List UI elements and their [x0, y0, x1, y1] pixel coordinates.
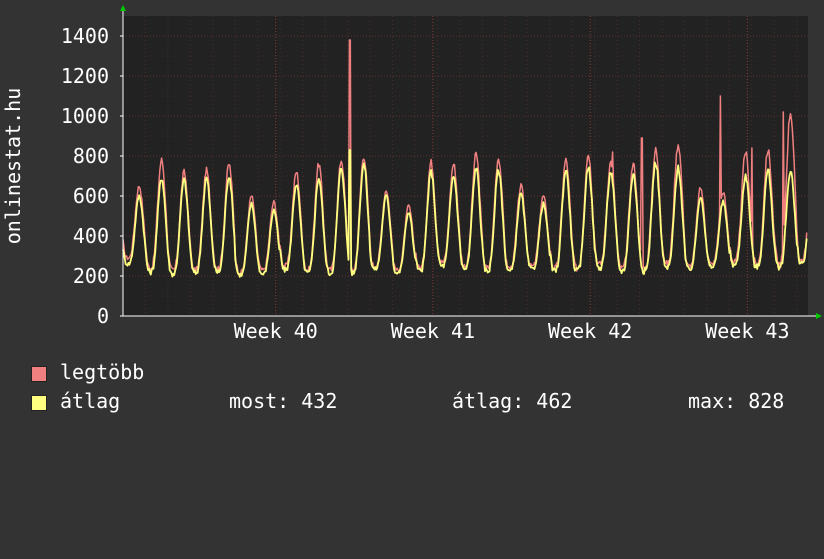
stat-now: most: 432: [229, 389, 338, 413]
legend: legtöbb átlag most: 432 átlag: 462 max: …: [31, 360, 784, 458]
y-tick-label: 1000: [61, 104, 109, 128]
y-tick-label: 0: [97, 304, 109, 328]
stat-max: max: 828: [688, 389, 785, 413]
y-tick-label: 1400: [61, 24, 109, 48]
legend-row-avg: átlag most: 432 átlag: 462 max: 828: [31, 389, 811, 415]
rrd-traffic-chart: 0 200 400 600 800 1000 1200 1400 Week 40 Week 41 W…: [1, 5, 822, 343]
grid-layer: [123, 16, 808, 316]
legend-swatch-avg: [31, 395, 47, 411]
y-tick-label: 1200: [61, 64, 109, 88]
series-layer: [122, 39, 808, 278]
x-axis-arrow: [816, 313, 822, 319]
x-tick-label: Week 43: [705, 319, 789, 343]
chart-root: 0 200 400 600 800 1000 1200 1400 Week 40 Week 41 W…: [1, 5, 822, 413]
axis-layer: [120, 5, 822, 319]
legend-label-max: legtöbb: [60, 360, 145, 384]
legend-row-max: legtöbb: [31, 360, 811, 386]
x-tick-label: Week 41: [391, 319, 475, 343]
series-line-atlag: [122, 149, 808, 278]
x-tick-label: Week 40: [234, 319, 318, 343]
legend-label-avg: átlag: [60, 389, 121, 413]
y-axis-label: onlinestat.hu: [1, 88, 25, 245]
plot-area: [123, 16, 808, 316]
stat-avg: átlag: 462: [452, 389, 573, 413]
legend-swatch-max: [31, 366, 47, 382]
y-tick-label: 200: [73, 264, 109, 288]
y-tick-label: 600: [73, 184, 109, 208]
y-tick-label: 800: [73, 144, 109, 168]
y-tick-label: 400: [73, 224, 109, 248]
x-tick-label: Week 42: [548, 319, 632, 343]
tick-label-layer: 0 200 400 600 800 1000 1200 1400 Week 40 Week 41 W…: [61, 24, 790, 343]
y-axis-arrow: [120, 5, 126, 11]
